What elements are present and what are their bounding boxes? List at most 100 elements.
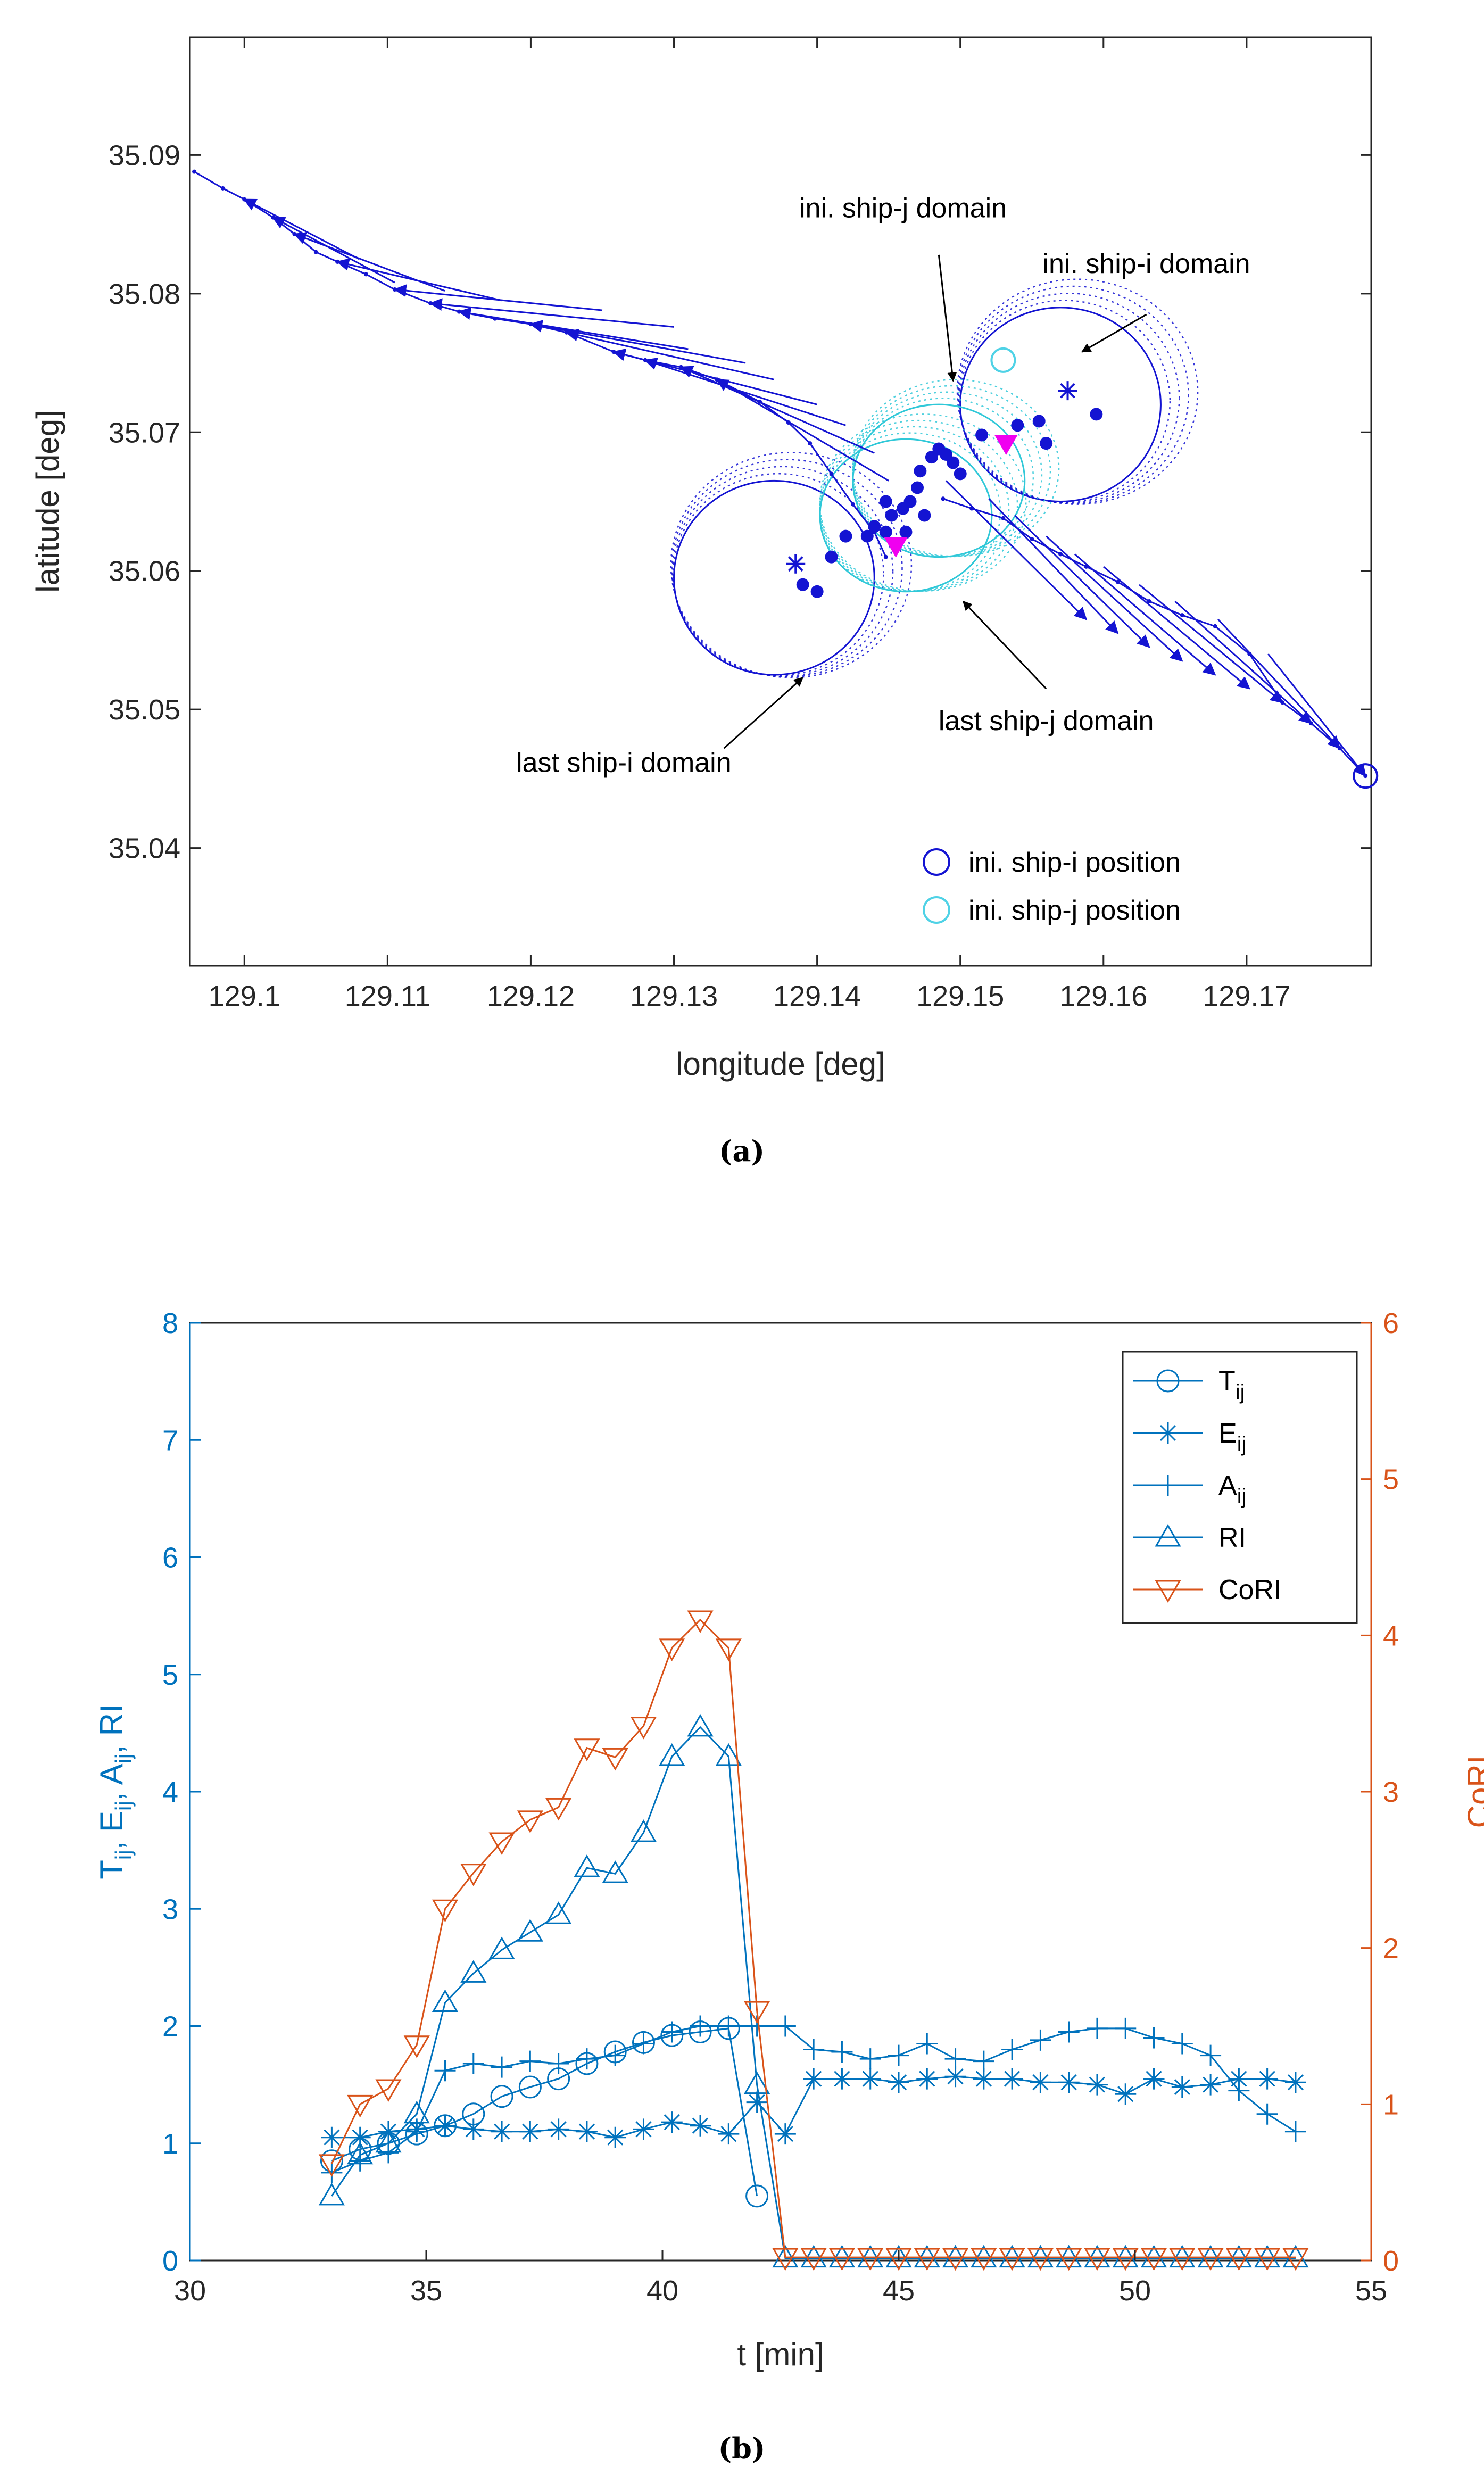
cori-point (375, 2079, 402, 2102)
x-tick-label: 129.12 (487, 980, 575, 1012)
ri-point (1056, 2245, 1082, 2268)
e-ij-legend-label: Eij (1218, 1418, 1246, 1456)
y2-tick-label: 4 (1383, 1620, 1399, 1652)
t-ij-point (490, 2085, 513, 2108)
y-tick-label: 35.09 (109, 139, 180, 171)
ship-j-track-heading-arrow (1174, 600, 1312, 724)
ini-ship-i-domain-ellipse-trace (956, 278, 1199, 505)
ship-i-track-heading-arrow (243, 198, 360, 260)
ri-point (1169, 2245, 1196, 2268)
position-dot (1011, 419, 1024, 432)
cori-point (1140, 2248, 1167, 2271)
cori-point (318, 2154, 345, 2177)
cori-point (1282, 2248, 1309, 2271)
y-tick-label: 35.06 (109, 556, 180, 587)
position-dot (954, 467, 967, 481)
x-tick-label: 40 (646, 2275, 678, 2307)
ri-point (914, 2245, 940, 2268)
cori-point (574, 1738, 600, 1761)
last-ship-j-domain-ellipse-trace (819, 426, 1010, 592)
y2-tick-label: 6 (1383, 1307, 1399, 1339)
last-ship-i-domain-ellipse-trace (671, 466, 894, 677)
e-ij-point (831, 2068, 853, 2090)
ini-ship-j-domain-arrow (938, 254, 957, 382)
y-tick-label: 2 (162, 2011, 178, 2043)
ship-j-track-point (1001, 516, 1006, 520)
last-ship-i-domain-ellipse-trace (672, 473, 884, 676)
ini-ship-j-domain-ellipse-trace (852, 391, 1043, 558)
x-tick-label: 129.11 (345, 980, 430, 1012)
y-tick-label: 7 (162, 1425, 178, 1456)
panel-b-legend: Tij Eij Aij RI CoRI (1122, 1351, 1358, 1624)
x-tick-label: 129.16 (1059, 980, 1147, 1012)
ship-j-track-point (1213, 624, 1217, 628)
y2-tick-label: 3 (1383, 1776, 1399, 1808)
e-ij-point (349, 2126, 371, 2148)
last-ship-i-domain-arrow (723, 677, 804, 749)
panel-a: ini. ship-j domain ini. ship-i domain last… (30, 36, 1379, 1168)
ini-ship-i-domain-arrow (1081, 313, 1147, 353)
e-ij-point (1200, 2074, 1222, 2096)
a-ij-point (718, 2015, 740, 2037)
cori-legend-marker (1155, 1580, 1181, 1603)
position-dot (925, 451, 938, 464)
ri-point (687, 1713, 714, 1737)
x-tick-label: 35 (410, 2275, 442, 2307)
ri-point (1084, 2245, 1110, 2268)
a-ij-point (1200, 2044, 1222, 2066)
cori-point (1056, 2248, 1082, 2271)
e-ij-point (690, 2115, 711, 2137)
ship-i-track-point (829, 471, 834, 476)
cori-point (545, 1798, 572, 1821)
position-dot (879, 495, 892, 508)
ri-point (715, 1743, 742, 1766)
a-ij-point (944, 2048, 966, 2070)
last-ship-j-domain-annotation: last ship-j domain (939, 706, 1154, 736)
a-ij-point (548, 2052, 569, 2074)
e-ij-point (1284, 2072, 1306, 2093)
e-ij-point (1228, 2068, 1250, 2090)
ship-j-track-heading-arrow (1046, 535, 1183, 662)
position-dot (918, 509, 931, 522)
cori-point (800, 2248, 827, 2271)
a-ij-point (349, 2150, 371, 2172)
e-ij-point (1086, 2074, 1108, 2096)
cori-point (403, 2035, 430, 2058)
e-ij-point (1030, 2072, 1051, 2093)
a-ij-series (321, 2015, 1306, 2183)
a-ij-point (690, 2015, 711, 2037)
panel-b-y2-ticks: 0 1 2 3 4 5 6 (1361, 1307, 1399, 2277)
ini-ship-i-position-legend-marker (923, 848, 950, 876)
panel-a-y-label: latitude [deg] (30, 410, 65, 593)
panel-a-x-ticks: 129.1 129.11 129.12 129.13 129.14 129.15 129.1… (209, 37, 1290, 1012)
cori-point (1254, 2248, 1281, 2271)
cori-point (772, 2248, 799, 2271)
y-tick-label: 5 (162, 1659, 178, 1691)
last-ship-j-domain-arrow (962, 600, 1047, 690)
e-ij-point (746, 2091, 768, 2113)
ship-j-track-point (1180, 613, 1184, 618)
panel-b-lines (318, 1610, 1309, 2271)
position-dot (810, 585, 824, 598)
position-dot (947, 456, 960, 469)
position-dot (885, 509, 898, 522)
cori-point (630, 1717, 657, 1740)
e-ij-point (519, 2121, 541, 2142)
y-tick-label: 35.08 (109, 278, 180, 310)
ri-point (1112, 2245, 1139, 2268)
ini-ship-j-position-marker (990, 347, 1016, 373)
position-dot (868, 520, 881, 533)
y-tick-label: 1 (162, 2128, 178, 2160)
ship-i-last-marker (884, 537, 908, 558)
a-ij-point (1086, 2017, 1108, 2039)
e-ij-point (916, 2068, 938, 2090)
a-ij-point (774, 2015, 796, 2037)
ini-ship-j-domain-ellipse-trace (852, 385, 1051, 558)
ship-j-track-heading-arrow (1102, 566, 1251, 690)
cori-point (743, 2001, 770, 2024)
e-ij-point (803, 2068, 825, 2090)
y-tick-label: 35.05 (109, 694, 180, 726)
cori-point (1084, 2248, 1110, 2271)
ship-i-track-point (363, 272, 368, 277)
